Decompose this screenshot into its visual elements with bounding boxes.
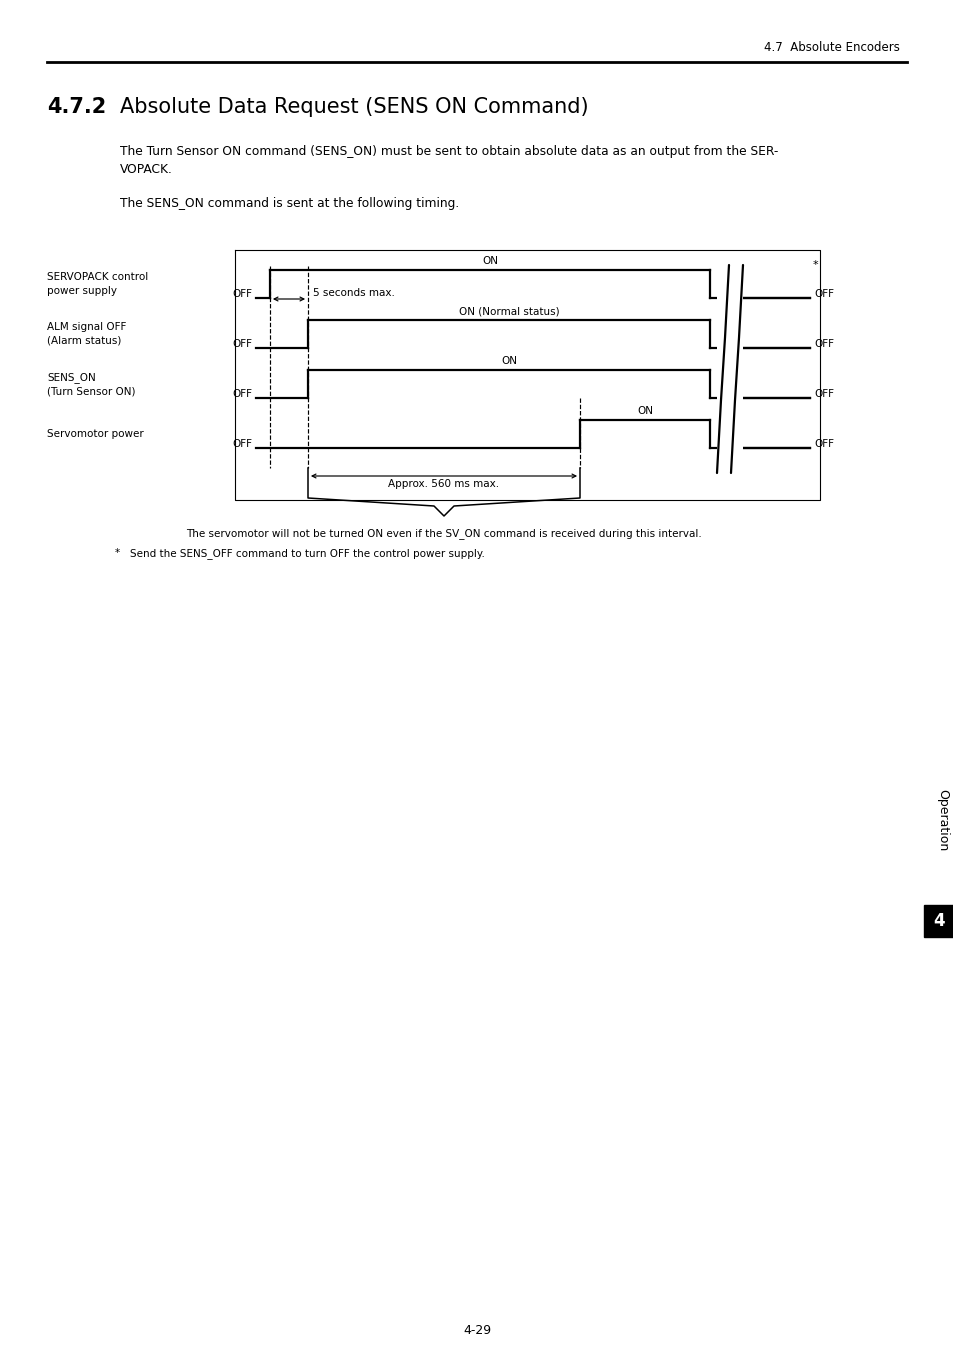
Text: The servomotor will not be turned ON even if the SV_ON command is received durin: The servomotor will not be turned ON eve… (186, 528, 701, 539)
Text: OFF: OFF (813, 339, 833, 350)
Text: ON (Normal status): ON (Normal status) (458, 306, 558, 316)
Text: OFF: OFF (813, 289, 833, 298)
Text: *: * (812, 261, 818, 270)
Text: Servomotor power: Servomotor power (47, 429, 144, 439)
Text: Absolute Data Request (SENS ON Command): Absolute Data Request (SENS ON Command) (120, 97, 588, 117)
Text: ALM signal OFF
(Alarm status): ALM signal OFF (Alarm status) (47, 323, 126, 346)
Text: OFF: OFF (232, 339, 252, 350)
Bar (923, 904, 953, 937)
Text: 4.7.2: 4.7.2 (47, 97, 106, 117)
Text: VOPACK.: VOPACK. (120, 163, 172, 176)
Text: OFF: OFF (232, 439, 252, 450)
Bar (717, 262, 742, 470)
Text: Operation: Operation (936, 788, 948, 850)
Text: ON: ON (637, 406, 652, 416)
Text: *: * (115, 548, 120, 558)
Text: 5 seconds max.: 5 seconds max. (313, 288, 395, 298)
Text: ON: ON (500, 356, 517, 366)
Text: The SENS_ON command is sent at the following timing.: The SENS_ON command is sent at the follo… (120, 197, 458, 211)
Text: Approx. 560 ms max.: Approx. 560 ms max. (388, 479, 499, 489)
Text: OFF: OFF (232, 389, 252, 400)
Text: Send the SENS_OFF command to turn OFF the control power supply.: Send the SENS_OFF command to turn OFF th… (130, 548, 484, 559)
Text: SERVOPACK control
power supply: SERVOPACK control power supply (47, 273, 148, 296)
Text: 4: 4 (932, 913, 943, 930)
Text: OFF: OFF (813, 389, 833, 400)
Text: OFF: OFF (232, 289, 252, 298)
Text: 4.7  Absolute Encoders: 4.7 Absolute Encoders (763, 40, 899, 54)
Text: ON: ON (481, 256, 497, 266)
Text: 4-29: 4-29 (462, 1323, 491, 1336)
Text: OFF: OFF (813, 439, 833, 450)
Text: SENS_ON
(Turn Sensor ON): SENS_ON (Turn Sensor ON) (47, 373, 135, 396)
Text: The Turn Sensor ON command (SENS_ON) must be sent to obtain absolute data as an : The Turn Sensor ON command (SENS_ON) mus… (120, 144, 778, 158)
